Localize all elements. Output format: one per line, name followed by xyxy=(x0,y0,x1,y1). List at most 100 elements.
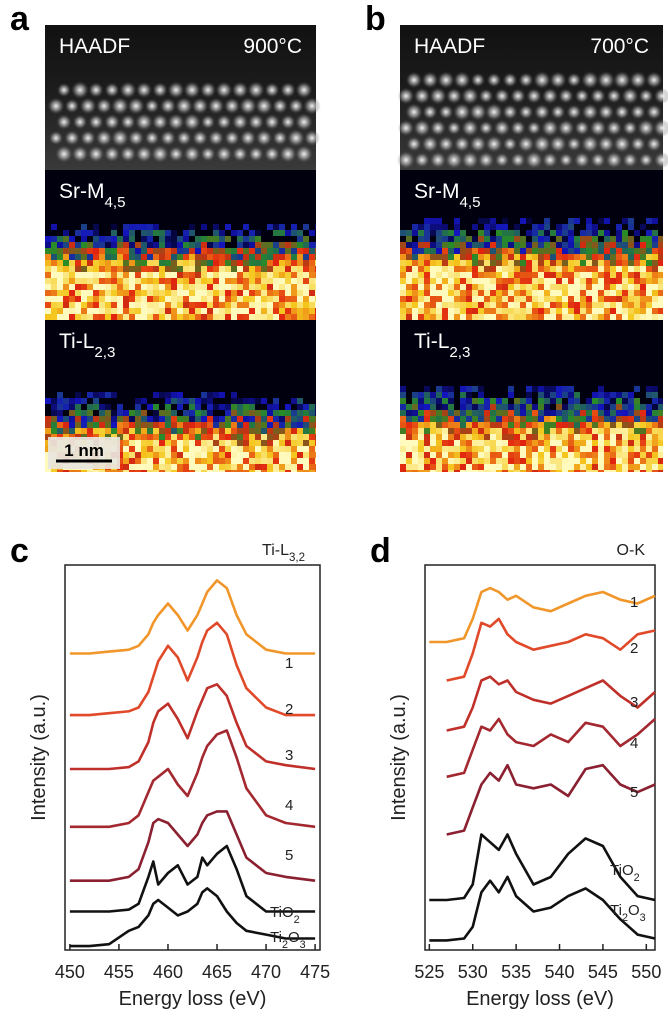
map-pixel xyxy=(400,392,406,398)
map-pixel xyxy=(165,242,171,248)
map-pixel xyxy=(231,314,237,320)
map-pixel xyxy=(604,398,610,404)
map-pixel xyxy=(177,242,183,248)
map-pixel xyxy=(315,248,316,254)
map-pixel xyxy=(201,272,207,278)
map-pixel xyxy=(111,314,117,320)
map-pixel xyxy=(490,440,496,446)
curve-label: 2 xyxy=(630,640,638,657)
map-pixel xyxy=(538,296,544,302)
map-pixel xyxy=(141,266,147,272)
map-pixel xyxy=(538,386,544,392)
map-pixel xyxy=(478,254,484,260)
map-pixel xyxy=(93,248,99,254)
map-pixel xyxy=(556,404,562,410)
map-pixel xyxy=(201,446,207,452)
map-pixel xyxy=(490,224,496,230)
map-pixel xyxy=(592,266,598,272)
map-pixel xyxy=(87,428,93,434)
map-pixel xyxy=(508,284,514,290)
map-pixel xyxy=(153,272,159,278)
map-pixel xyxy=(436,464,442,470)
map-pixel xyxy=(436,398,442,404)
map-pixel xyxy=(514,446,520,452)
map-pixel xyxy=(309,272,315,278)
atom-column xyxy=(119,145,137,163)
map-pixel xyxy=(141,290,147,296)
map-pixel xyxy=(261,308,267,314)
map-pixel xyxy=(502,464,508,470)
map-pixel xyxy=(165,272,171,278)
spectrum-line xyxy=(69,621,316,717)
map-pixel xyxy=(562,446,568,452)
map-pixel xyxy=(99,284,105,290)
map-pixel xyxy=(412,440,418,446)
map-pixel xyxy=(460,458,466,464)
map-pixel xyxy=(430,446,436,452)
map-pixel xyxy=(165,470,171,472)
map-pixel xyxy=(532,242,538,248)
map-pixel xyxy=(604,422,610,428)
map-pixel xyxy=(430,440,436,446)
map-pixel xyxy=(207,464,213,470)
map-pixel xyxy=(207,260,213,266)
atom-column xyxy=(64,130,80,146)
map-pixel xyxy=(622,242,628,248)
map-pixel xyxy=(159,428,165,434)
atom-column xyxy=(638,152,654,168)
atom-column xyxy=(231,81,249,99)
map-pixel xyxy=(472,290,478,296)
map-pixel xyxy=(550,260,556,266)
curve-label: 4 xyxy=(285,797,293,814)
map-pixel xyxy=(111,224,117,230)
map-pixel xyxy=(628,248,634,254)
map-pixel xyxy=(177,308,183,314)
map-pixel xyxy=(424,266,430,272)
map-pixel xyxy=(273,290,279,296)
curve-label: 1 xyxy=(630,594,638,611)
atom-column xyxy=(135,81,153,99)
map-pixel xyxy=(231,392,237,398)
map-pixel xyxy=(279,254,285,260)
map-pixel xyxy=(129,248,135,254)
map-pixel xyxy=(315,308,316,314)
map-pixel xyxy=(658,422,663,428)
map-pixel xyxy=(496,290,502,296)
map-pixel xyxy=(652,218,658,224)
map-pixel xyxy=(111,254,117,260)
map-pixel xyxy=(430,302,436,308)
map-pixel xyxy=(285,464,291,470)
map-pixel xyxy=(153,410,159,416)
atom-column xyxy=(486,72,502,88)
map-pixel xyxy=(508,296,514,302)
map-pixel xyxy=(189,398,195,404)
atom-column xyxy=(160,130,176,146)
curve-label-run: O xyxy=(288,929,300,946)
map-pixel xyxy=(502,296,508,302)
map-pixel xyxy=(460,278,466,284)
map-pixel xyxy=(201,290,207,296)
map-pixel xyxy=(562,290,568,296)
map-pixel xyxy=(604,278,610,284)
map-pixel xyxy=(123,452,129,458)
map-pixel xyxy=(616,308,622,314)
map-pixel xyxy=(207,266,213,272)
map-pixel xyxy=(171,302,177,308)
map-pixel xyxy=(460,254,466,260)
atom-column xyxy=(557,119,575,137)
map-pixel xyxy=(309,278,315,284)
map-pixel xyxy=(544,308,550,314)
map-pixel xyxy=(171,278,177,284)
map-pixel xyxy=(237,422,243,428)
map-pixel xyxy=(448,260,454,266)
map-pixel xyxy=(81,470,87,472)
map-pixel xyxy=(189,266,195,272)
x-axis-label: Energy loss (eV) xyxy=(119,988,267,1010)
map-pixel xyxy=(141,302,147,308)
map-pixel xyxy=(117,314,123,320)
map-pixel xyxy=(616,434,622,440)
map-pixel xyxy=(219,446,225,452)
map-pixel xyxy=(159,284,165,290)
map-pixel xyxy=(532,254,538,260)
